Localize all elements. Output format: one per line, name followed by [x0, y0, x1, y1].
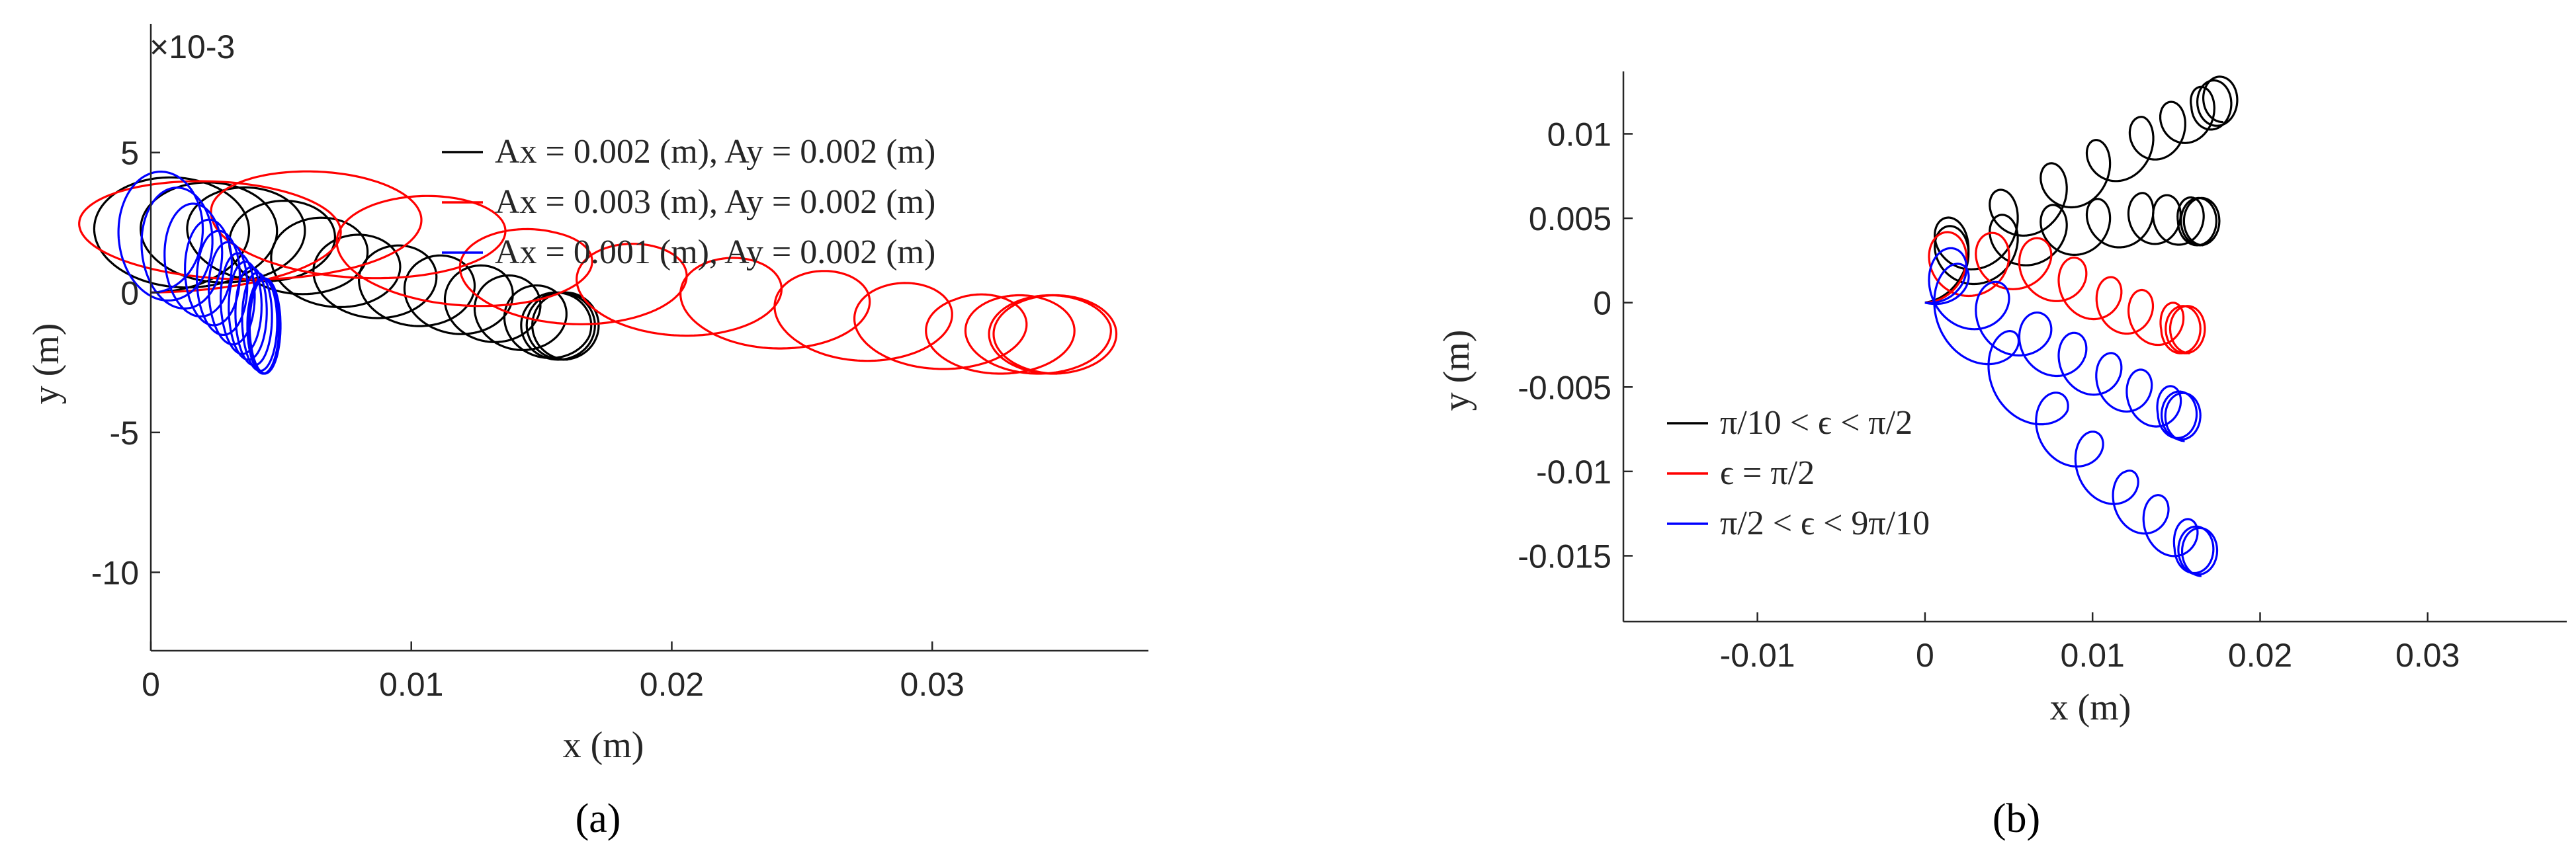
chart-b-series-0-trajectory-0: [1924, 75, 2239, 304]
chart-b-xtick-label: -0.01: [1720, 637, 1795, 674]
chart-a-legend-label-1: Ax = 0.003 (m), Ay = 0.002 (m): [495, 183, 935, 221]
chart-a-ytick-label: 0: [120, 274, 139, 311]
chart-a-legend-label-2: Ax = 0.001 (m), Ay = 0.002 (m): [495, 233, 935, 271]
chart-b-series-2-trajectory-0: [1924, 247, 2202, 442]
chart-b-ytick-label: 0.01: [1547, 116, 1611, 153]
chart-b-xtick-label: 0: [1916, 637, 1934, 674]
chart-a-legend: Ax = 0.002 (m), Ay = 0.002 (m) Ax = 0.003…: [442, 133, 935, 271]
chart-b-ytick-label: 0.005: [1529, 200, 1611, 237]
chart-a-ylabel: y (m): [26, 323, 67, 405]
chart-b-ytick-label: 0: [1593, 285, 1611, 322]
chart-b-legend-label-1: ϵ = π/2: [1720, 454, 1815, 492]
chart-a-xlabel: x (m): [563, 725, 644, 766]
chart-a-xtick-label: 0.02: [640, 666, 704, 703]
chart-b-xtick-label: 0.02: [2228, 637, 2292, 674]
chart-b-series-1-trajectory-0: [1924, 231, 2206, 354]
chart-a-caption: (a): [576, 796, 621, 841]
chart-a-axes: 0 0.01 0.02 0.03 5 0 -5 -10: [91, 24, 1148, 703]
chart-b-ylabel: y (m): [1436, 330, 1477, 411]
chart-a-xtick-label: 0: [142, 666, 160, 703]
chart-b-legend: π/10 < ϵ < π/2 ϵ = π/2 π/2 < ϵ < 9π/10: [1667, 404, 1930, 542]
chart-a-series-2-trajectory-0: [117, 171, 282, 375]
chart-a-curves: [78, 170, 1118, 375]
chart-b-axes: -0.01 0 0.01 0.02 0.03 0.01 0.005 0 -0.005 -0.01 -…: [1518, 71, 2567, 674]
chart-b: -0.01 0 0.01 0.02 0.03 0.01 0.005 0 -0.005 -0.01 -…: [1436, 71, 2567, 841]
chart-a: ×10-3 0 0.01 0.02 0.03 5 0 -5 -10 Ax = 0.002 (m…: [26, 24, 1148, 841]
chart-a-ytick-label: -5: [110, 415, 139, 452]
chart-b-series-2-trajectory-1: [1924, 263, 2219, 577]
chart-a-series-1-trajectory-0: [78, 170, 1118, 375]
chart-b-caption: (b): [1993, 796, 2040, 841]
chart-a-ytick-label: 5: [120, 135, 139, 172]
chart-a-xtick-label: 0.03: [900, 666, 965, 703]
chart-a-legend-label-0: Ax = 0.002 (m), Ay = 0.002 (m): [495, 133, 935, 171]
chart-a-y-exponent: ×10-3: [150, 28, 235, 65]
chart-b-xlabel: x (m): [2050, 687, 2131, 728]
chart-a-series-0-trajectory-0: [93, 176, 600, 361]
chart-b-xtick-label: 0.03: [2395, 637, 2460, 674]
chart-a-xtick-label: 0.01: [379, 666, 443, 703]
chart-b-ytick-label: -0.01: [1536, 454, 1611, 491]
chart-b-ytick-label: -0.005: [1518, 369, 1611, 406]
chart-b-xtick-label: 0.01: [2061, 637, 2125, 674]
chart-b-ytick-label: -0.015: [1518, 538, 1611, 575]
chart-a-ytick-label: -10: [91, 555, 139, 592]
chart-b-legend-label-0: π/10 < ϵ < π/2: [1720, 404, 1912, 442]
chart-b-curves: [1924, 75, 2239, 577]
chart-b-series-0-trajectory-1: [1924, 192, 2221, 304]
chart-b-legend-label-2: π/2 < ϵ < 9π/10: [1720, 505, 1930, 542]
